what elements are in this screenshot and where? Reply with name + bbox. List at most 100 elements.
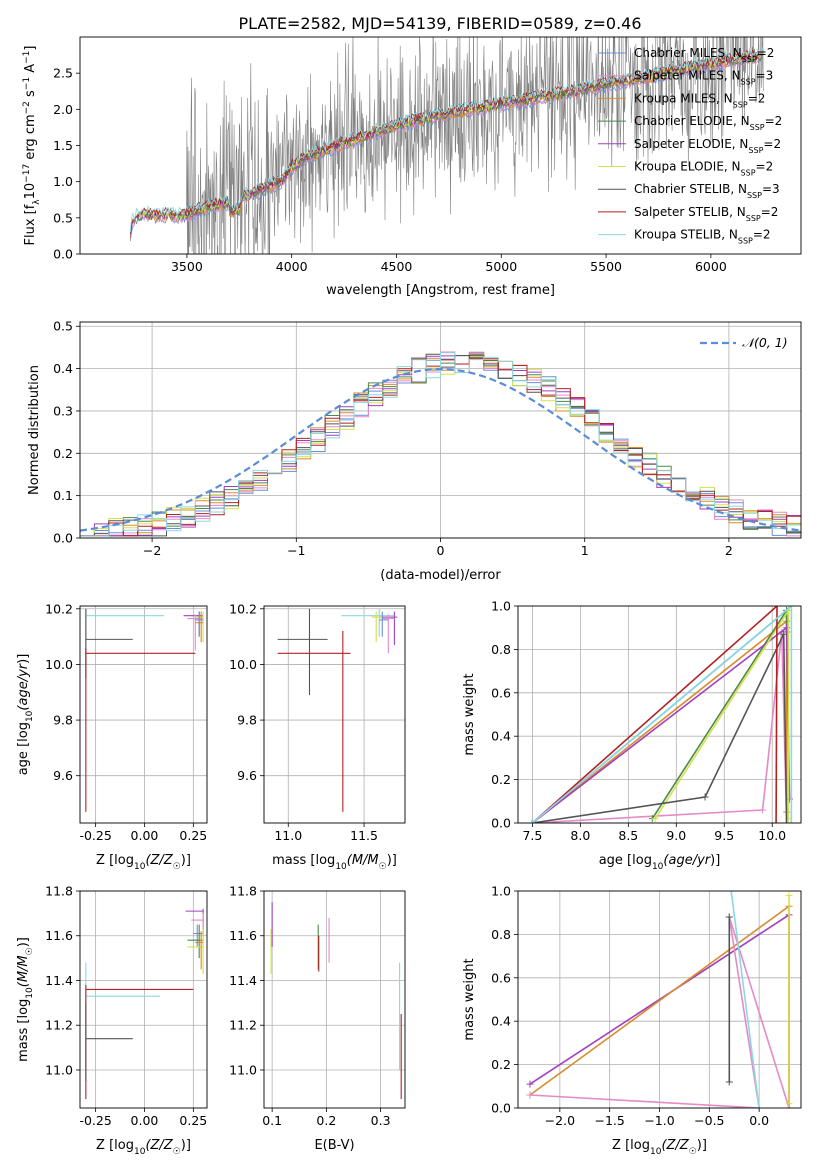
y-axis-label: Flux [fλ10−17 erg cm−2 s−1 A−1] [22, 46, 42, 246]
x-tick-label: 7.5 [522, 828, 542, 843]
y-tick-label: 0.0 [53, 531, 73, 546]
y-tick-label: 11.6 [229, 928, 257, 943]
weight-marker [772, 819, 780, 823]
label-part: −1 [22, 77, 32, 90]
x-tick-label: 9.5 [714, 828, 734, 843]
legend-subscript: SSP [750, 123, 765, 132]
legend-label: Salpeter MILES, NSSP=3 [634, 69, 773, 87]
label-part: Flux [f [23, 204, 38, 245]
axes-frame [263, 890, 406, 1109]
plot-area [270, 902, 402, 1100]
y-tick-label: 11.0 [229, 1062, 257, 1077]
x-axis-label: mass [log10(M/M☉)] [272, 853, 397, 872]
weight-marker [651, 815, 659, 823]
plot-area [80, 351, 801, 538]
legend-nssp: =3 [756, 69, 774, 83]
weight-salpeter-miles-line [532, 631, 788, 823]
y-axis-label: mass weight [462, 673, 477, 755]
x-tick-label: 0.00 [131, 828, 159, 843]
y-tick-label: 0.3 [53, 403, 73, 418]
legend-label: 𝒩(0, 1) [742, 335, 788, 350]
axes-frame [263, 605, 406, 824]
legend-label: Chabrier ELODIE, NSSP=2 [634, 114, 782, 132]
weight-salpeter-elodie-line [531, 626, 791, 823]
weight-kroupa-stelib-line [531, 606, 793, 823]
label-part: (Z/Z [145, 1138, 173, 1153]
plot-area [528, 606, 795, 823]
x-tick-label: 5500 [590, 259, 622, 274]
y-tick-label: 9.6 [237, 768, 257, 783]
x-tick-label: 9.0 [666, 828, 686, 843]
y-tick-label: 0.2 [491, 772, 511, 787]
y-tick-label: 9.6 [53, 768, 73, 783]
label-part: ☉ [379, 862, 387, 872]
legend-nssp: =2 [765, 114, 783, 128]
weight-marker [780, 630, 788, 638]
weight-marker [526, 1080, 534, 1088]
weight-kroupa-elodie-line [654, 607, 790, 820]
weight-marker [785, 891, 793, 899]
y-axis-label: age [log10(age/yr)] [16, 654, 35, 776]
y-tick-label: 11.8 [45, 884, 73, 899]
weight-marker [725, 1078, 733, 1086]
x-tick-label: 6000 [695, 259, 727, 274]
x-axis-label: wavelength [Angstrom, rest frame] [326, 283, 555, 298]
plot-area [85, 908, 204, 1100]
label-part: ☉ [25, 947, 35, 955]
x-axis-label: (data-model)/error [380, 568, 501, 583]
legend-subscript: SSP [747, 191, 762, 200]
label-part: erg cm [23, 114, 38, 163]
legend-nssp: =2 [753, 228, 771, 242]
legend-subscript: SSP [741, 77, 756, 86]
y-axis-label: Normed distribution [27, 365, 42, 495]
y-tick-label: 2.5 [53, 66, 73, 81]
weight-kroupa-stelib-line [730, 891, 760, 1108]
label-part: )] [387, 853, 397, 868]
weight-marker [785, 1100, 793, 1108]
y-axis-label: mass [log10(M/M☉)] [16, 937, 35, 1062]
x-tick-label: 0.00 [131, 1113, 159, 1128]
weight-marker [725, 913, 733, 921]
label-part: Z [log [96, 853, 134, 868]
y-tick-label: 11.4 [229, 973, 257, 988]
x-tick-label: 0.2 [316, 1113, 336, 1128]
x-tick-label: −2 [143, 543, 161, 558]
age-vs-metallicity-panel: -0.25 0.00 0.259.69.810.010.2Z [log10(Z/Z☉… [16, 601, 208, 872]
y-tick-label: 11.4 [45, 973, 73, 988]
legend-label: Salpeter ELODIE, NSSP=2 [634, 137, 781, 155]
label-part: Z [log [96, 1138, 134, 1153]
histogram-kroupa-stelib [80, 352, 801, 538]
y-tick-label: 0.4 [53, 361, 73, 376]
weight-marker [526, 1091, 534, 1099]
legend-label: Kroupa STELIB, NSSP=2 [634, 228, 771, 246]
axes-frame [517, 605, 802, 824]
y-axis-label: mass weight [462, 958, 477, 1040]
legend-label: Chabrier MILES, NSSP=2 [634, 46, 774, 64]
y-tick-label: 11.2 [229, 1018, 257, 1033]
label-part: )] [16, 654, 31, 664]
y-tick-label: 10.0 [45, 657, 73, 672]
label-part: age [log [16, 722, 31, 775]
spectrum-panel: 3500 4000 4500 5000 5500 6000 0.0 0.5 1.0 1.5 2.0 2… [22, 36, 802, 298]
age-vs-mass-panel: 11.0 11.5 9.6 9.8 10.0 10.2 mass [log10(M/M☉)] [229, 601, 406, 872]
label-part: −1 [22, 51, 32, 64]
weight-salpeter-miles-line [529, 916, 790, 1108]
x-axis-label: age [log10(age/yr)] [599, 853, 721, 872]
label-part: (age/yr [16, 662, 31, 710]
x-tick-label: 0.25 [179, 1113, 207, 1128]
legend-subscript: SSP [733, 100, 748, 109]
legend-subscript: SSP [742, 55, 757, 64]
label-part: ] [23, 46, 38, 51]
axes-frame [79, 890, 208, 1109]
y-tick-label: 0.0 [491, 816, 511, 831]
label-part: 10 [650, 1147, 662, 1157]
weight-marker [787, 819, 795, 823]
x-tick-label: 8.5 [618, 828, 638, 843]
x-tick-label: 11.0 [274, 828, 302, 843]
x-tick-label: −1.0 [644, 1113, 674, 1128]
x-axis-label: Z [log10(Z/Z☉)] [96, 853, 191, 872]
legend-label: Kroupa ELODIE, NSSP=2 [634, 160, 773, 178]
label-part: (Z/Z [145, 853, 173, 868]
axes-frame [79, 605, 208, 824]
